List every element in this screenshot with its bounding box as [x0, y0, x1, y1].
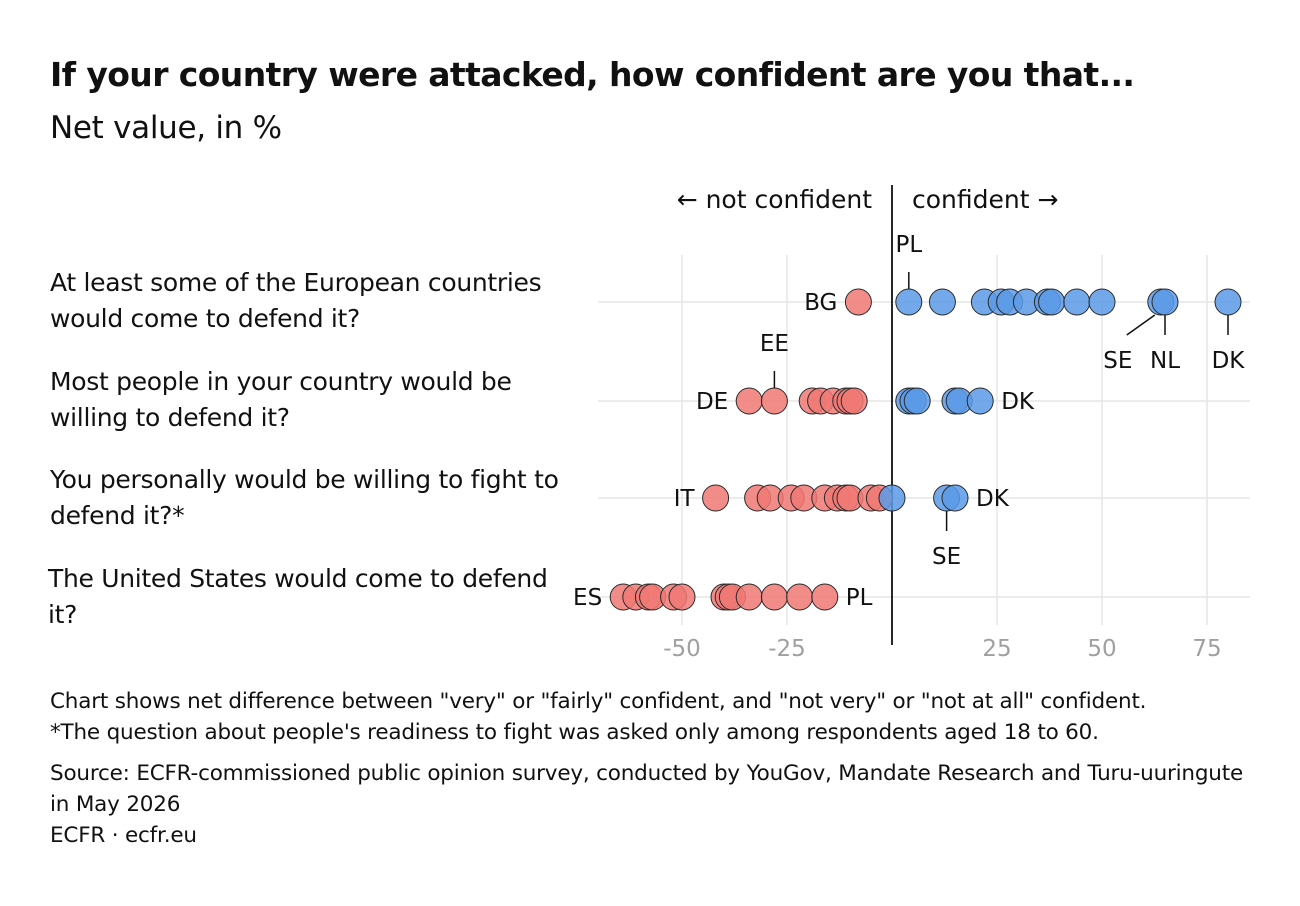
data-points	[609, 288, 1242, 611]
question-label-2: Most people in your country would be wil…	[50, 367, 512, 432]
data-point	[928, 288, 956, 316]
country-label-bg: BG	[804, 290, 837, 316]
x-axis-ticks: -50 -25 25 50 75	[663, 636, 1221, 662]
data-point	[895, 288, 923, 316]
data-point	[844, 288, 872, 316]
data-point	[1151, 288, 1179, 316]
country-label-it: IT	[674, 486, 696, 512]
country-label-es: ES	[573, 585, 602, 611]
x-tick-label: 75	[1192, 636, 1221, 662]
country-label-nl: NL	[1150, 348, 1180, 374]
country-label-dk: DK	[1001, 389, 1035, 415]
note-net-difference: Chart shows net difference between "very…	[50, 689, 1147, 714]
data-point	[1038, 288, 1066, 316]
leader-line	[1126, 314, 1156, 336]
source-note: Source: ECFR-commissioned public opinion…	[50, 761, 1243, 817]
country-label-dk: DK	[1212, 348, 1246, 374]
country-label-dk: DK	[976, 486, 1010, 512]
data-point	[811, 583, 839, 611]
data-point	[966, 387, 994, 415]
data-point	[840, 387, 868, 415]
data-point	[702, 484, 730, 512]
country-label-se: SE	[1103, 348, 1132, 374]
data-point	[1214, 288, 1242, 316]
data-point	[735, 583, 763, 611]
country-label-ee: EE	[760, 331, 789, 357]
data-point	[941, 484, 969, 512]
question-label-1: At least some of the European countries …	[50, 268, 542, 333]
note-age-restriction: *The question about people's readiness t…	[50, 720, 1099, 745]
x-tick-label: 25	[982, 636, 1011, 662]
data-point	[760, 387, 788, 415]
chart-notes: Chart shows net difference between "very…	[50, 686, 1250, 851]
country-label-pl: PL	[895, 232, 922, 258]
credit-note: ECFR · ecfr.eu	[50, 823, 197, 848]
country-label-de: DE	[696, 389, 728, 415]
data-point	[668, 583, 696, 611]
country-labels: BG PL SE NL DK DE EE DK IT SE DK ES PL	[573, 232, 1245, 611]
data-point	[786, 583, 814, 611]
not-confident-label: ← not confident	[677, 185, 873, 214]
data-point	[1088, 288, 1116, 316]
x-tick-label: -25	[768, 636, 806, 662]
chart-subtitle: Net value, in %	[50, 110, 282, 146]
chart-title: If your country were attacked, how confi…	[50, 55, 1135, 94]
data-point	[760, 583, 788, 611]
country-label-se: SE	[932, 544, 961, 570]
question-label-3: You personally would be willing to fight…	[50, 465, 559, 530]
x-tick-label: 50	[1087, 636, 1116, 662]
data-point	[878, 484, 906, 512]
data-point	[903, 387, 931, 415]
data-point	[1063, 288, 1091, 316]
data-point	[735, 387, 763, 415]
question-label-4: The United States would come to defend i…	[48, 564, 548, 629]
x-tick-label: -50	[663, 636, 701, 662]
country-label-pl: PL	[846, 585, 873, 611]
confident-label: confident →	[912, 185, 1058, 214]
